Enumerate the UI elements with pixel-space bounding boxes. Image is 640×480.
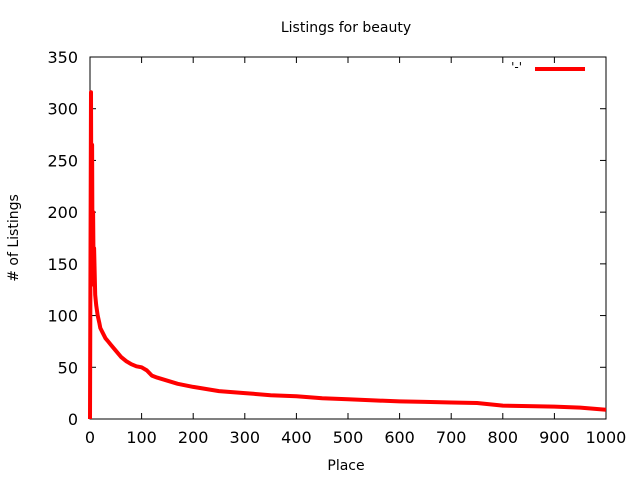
x-tick-label: 800	[488, 428, 519, 447]
chart-title: Listings for beauty	[281, 20, 411, 36]
y-axis: 0 50 100 150 200 250 300 350	[47, 48, 606, 429]
x-tick-label: 900	[539, 428, 570, 447]
y-tick-label: 100	[47, 307, 78, 326]
x-tick-label: 1000	[586, 428, 627, 447]
y-axis-title: # of Listings	[6, 194, 22, 282]
x-tick-label: 400	[281, 428, 312, 447]
y-tick-label: 50	[58, 358, 78, 377]
x-axis-title: Place	[327, 458, 364, 474]
y-tick-label: 150	[47, 255, 78, 274]
x-axis: 0 100 200 300 400 500 600 700 800 900 1000	[85, 57, 626, 447]
x-tick-label: 500	[333, 428, 364, 447]
x-tick-label: 700	[436, 428, 467, 447]
y-tick-label: 250	[47, 151, 78, 170]
x-tick-label: 600	[384, 428, 415, 447]
x-tick-label: 200	[178, 428, 209, 447]
series-layer	[88, 90, 607, 420]
x-tick-label: 0	[85, 428, 95, 447]
y-tick-label: 200	[47, 203, 78, 222]
y-tick-label: 300	[47, 100, 78, 119]
series-line-0	[88, 90, 607, 420]
y-tick-label: 0	[68, 410, 78, 429]
plot-frame	[89, 56, 607, 420]
y-tick-label: 350	[47, 48, 78, 67]
legend-label: '-'	[511, 60, 522, 74]
x-tick-label: 100	[126, 428, 157, 447]
legend: '-'	[511, 60, 585, 74]
x-tick-label: 300	[230, 428, 261, 447]
